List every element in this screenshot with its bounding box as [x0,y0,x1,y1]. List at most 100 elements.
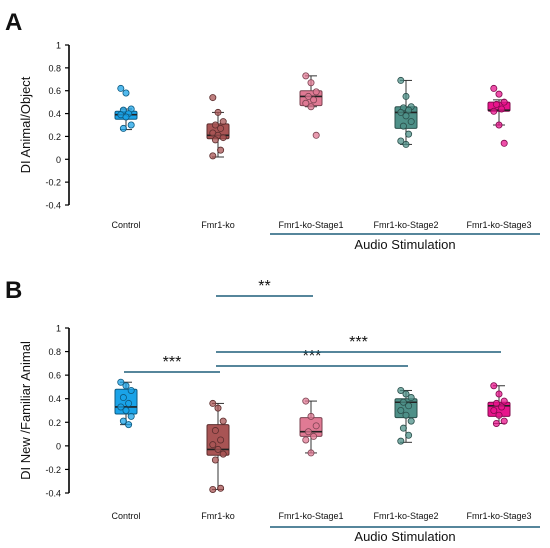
data-point [407,417,415,425]
data-point [402,140,410,148]
data-point [209,94,217,102]
y-tick-label: 1 [56,41,61,51]
significance-label: *** [349,334,368,351]
data-point [217,124,225,132]
data-point [122,382,130,390]
y-tick-label: 0.4 [48,109,61,119]
panel-label: A [5,9,22,36]
data-point [312,422,320,430]
y-tick-label: 0 [56,441,61,451]
data-point [307,79,315,87]
x-tick-label: Fmr1-ko-Stage1 [278,220,343,230]
data-point [307,449,315,457]
y-tick-label: 0.2 [48,418,61,428]
x-tick-label: Fmr1-ko-Stage3 [466,511,531,521]
group-label: Audio Stimulation [354,237,455,252]
x-tick-label: Fmr1-ko-Stage2 [373,220,438,230]
data-point [209,441,217,449]
panel-b: B DI New /Familiar Animal -0.4 -0.2 0 0.2 0.4 0… [5,277,540,544]
data-point [402,92,410,100]
data-point [219,450,227,458]
data-point [217,436,225,444]
data-point [405,431,413,439]
data-point [302,436,310,444]
data-point [397,137,405,145]
data-point [219,417,227,425]
data-point [217,484,225,492]
data-point [310,96,318,104]
data-point [402,390,410,398]
y-tick-label: 0.2 [48,132,61,142]
y-tick-label: 0.8 [48,347,61,357]
data-point [490,84,498,92]
group-label: Audio Stimulation [354,529,455,544]
data-point [219,134,227,142]
data-point [405,402,413,410]
data-point [304,92,312,100]
data-point [214,404,222,412]
data-point [490,107,498,115]
data-point [402,112,410,120]
data-point [495,90,503,98]
data-point [211,456,219,464]
x-tick-label: Control [111,220,140,230]
data-point [399,398,407,406]
data-point [495,121,503,129]
data-point [495,411,503,419]
data-point [498,105,506,113]
data-point [304,428,312,436]
data-point [312,88,320,96]
significance-label: ** [258,278,270,295]
data-point [117,378,125,386]
data-point [397,76,405,84]
data-point [402,411,410,419]
data-point [117,403,125,411]
data-point [217,146,225,154]
data-point [122,406,130,414]
significance-label: *** [303,348,322,365]
data-point [302,99,310,107]
data-point [211,121,219,129]
x-tick-label: Fmr1-ko [201,511,235,521]
data-point [119,417,127,425]
data-point [122,113,130,121]
data-point [500,139,508,147]
x-tick-label: Fmr1-ko-Stage3 [466,220,531,230]
data-point [405,130,413,138]
y-tick-label: 1 [56,324,61,334]
data-point [492,100,500,108]
panel-label: B [5,277,22,304]
data-point [125,421,133,429]
data-point [397,386,405,394]
x-tick-label: Fmr1-ko-Stage1 [278,511,343,521]
y-tick-label: 0.6 [48,371,61,381]
data-point [397,437,405,445]
data-point [211,136,219,144]
data-point [209,399,217,407]
data-point [119,124,127,132]
data-point [490,406,498,414]
data-point [214,108,222,116]
y-tick-label: 0.8 [48,63,61,73]
y-tick-label: 0.6 [48,86,61,96]
data-point [405,106,413,114]
data-point [307,412,315,420]
data-point [399,122,407,130]
y-tick-label: -0.4 [45,201,61,211]
data-point [397,406,405,414]
data-point [492,399,500,407]
data-point [500,417,508,425]
x-tick-label: Fmr1-ko-Stage2 [373,511,438,521]
data-point [495,390,503,398]
panel-a: A DI Animal/Object -0.4 -0.2 0 0.2 0.4 0.6 0.8 1 C… [5,9,540,297]
data-point [211,427,219,435]
data-point [312,131,320,139]
data-point [125,399,133,407]
data-point [127,386,135,394]
data-point [407,394,415,402]
data-point [307,103,315,111]
data-point [397,108,405,116]
significance-label: *** [163,354,182,371]
data-point [209,152,217,160]
